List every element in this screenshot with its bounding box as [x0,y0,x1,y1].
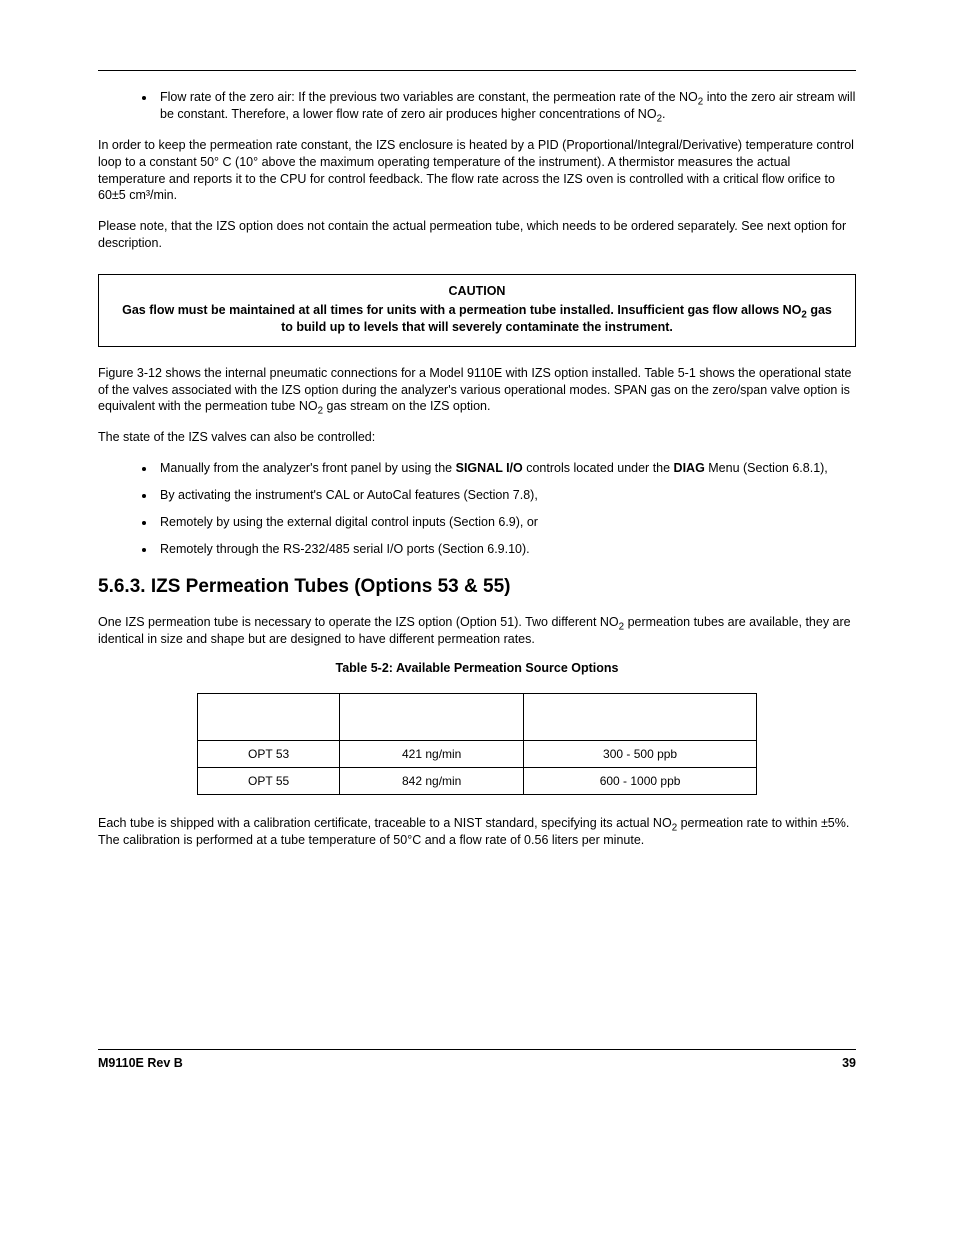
caution-title: CAUTION [119,283,835,300]
list-item: Remotely through the RS-232/485 serial I… [156,541,856,558]
header-rule [98,70,856,71]
table-row: OPT 55 842 ng/min 600 - 1000 ppb [198,768,757,795]
footer-page-number: 39 [842,1056,856,1070]
bold-text: DIAG [674,461,705,475]
table-row: OPT 53 421 ng/min 300 - 500 ppb [198,741,757,768]
list-item: By activating the instrument's CAL or Au… [156,487,856,504]
table-caption: Table 5-2: Available Permeation Source O… [98,661,856,675]
paragraph: Each tube is shipped with a calibration … [98,815,856,849]
table-head [198,694,757,741]
footer-rule [98,1049,856,1050]
table-header-cell [198,694,340,741]
table-cell: 300 - 500 ppb [524,741,757,768]
text-fragment: Manually from the analyzer's front panel… [160,461,456,475]
list-item: Manually from the analyzer's front panel… [156,460,856,477]
footer-left: M9110E Rev B [98,1056,183,1070]
bullet-list-1: Flow rate of the zero air: If the previo… [98,89,856,123]
table-row [198,694,757,741]
caution-body: Gas flow must be maintained at all times… [122,303,832,334]
table-body: OPT 53 421 ng/min 300 - 500 ppb OPT 55 8… [198,741,757,795]
page-footer: M9110E Rev B 39 [98,1049,856,1070]
text-fragment: Each tube is shipped with a calibration … [98,816,672,830]
table-cell: OPT 55 [198,768,340,795]
paragraph: One IZS permeation tube is necessary to … [98,614,856,648]
table-header-cell [340,694,524,741]
paragraph: In order to keep the permeation rate con… [98,137,856,205]
text-fragment: One IZS permeation tube is necessary to … [98,615,619,629]
page-container: Flow rate of the zero air: If the previo… [0,0,954,1235]
table-header-cell [524,694,757,741]
list-item: Flow rate of the zero air: If the previo… [156,89,856,123]
bullet-list-2: Manually from the analyzer's front panel… [98,460,856,558]
text-fragment: Flow rate of the zero air: If the previo… [160,90,698,104]
footer-line: M9110E Rev B 39 [98,1056,856,1070]
bold-text: SIGNAL I/O [456,461,523,475]
paragraph: The state of the IZS valves can also be … [98,429,856,446]
list-item: Remotely by using the external digital c… [156,514,856,531]
permeation-table: OPT 53 421 ng/min 300 - 500 ppb OPT 55 8… [197,693,757,795]
text-fragment: . [662,107,665,121]
paragraph: Figure 3-12 shows the internal pneumatic… [98,365,856,416]
table-cell: 600 - 1000 ppb [524,768,757,795]
text-fragment: controls located under the [523,461,674,475]
text-fragment: gas stream on the IZS option. [323,399,490,413]
section-heading: 5.6.3. IZS Permeation Tubes (Options 53 … [98,576,856,598]
paragraph: Please note, that the IZS option does no… [98,218,856,252]
text-fragment: Menu (Section 6.8.1), [705,461,828,475]
table-cell: 421 ng/min [340,741,524,768]
table-cell: 842 ng/min [340,768,524,795]
caution-box: CAUTION Gas flow must be maintained at a… [98,274,856,347]
table-cell: OPT 53 [198,741,340,768]
text-fragment: Gas flow must be maintained at all times… [122,303,801,317]
